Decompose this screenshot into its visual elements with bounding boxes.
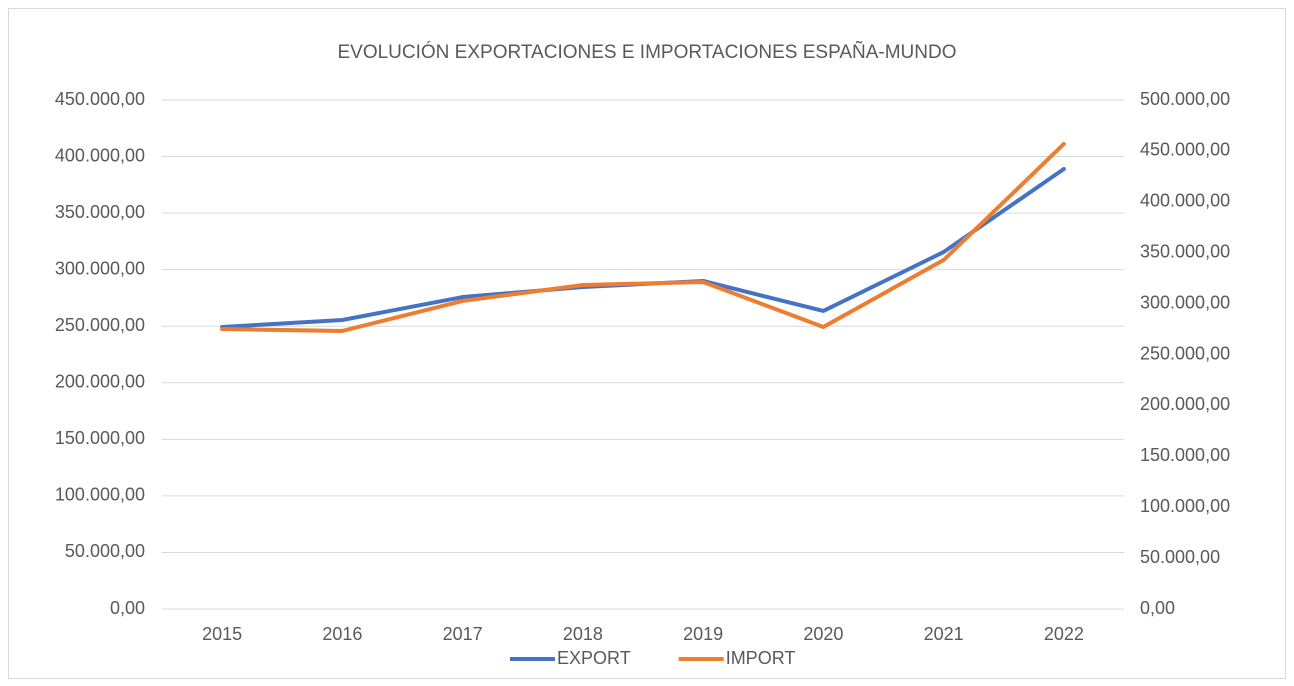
y-tick-label: 100.000,00 [55, 485, 145, 505]
x-tick-label: 2018 [563, 624, 603, 644]
y-tick-label: 300.000,00 [55, 258, 145, 278]
legend-label: EXPORT [557, 648, 631, 668]
y2-tick-label: 500.000,00 [1140, 89, 1230, 109]
x-tick-label: 2017 [443, 624, 483, 644]
y2-tick-label: 200.000,00 [1140, 394, 1230, 414]
chart-title: EVOLUCIÓN EXPORTACIONES E IMPORTACIONES … [337, 41, 956, 63]
chart-border [8, 8, 1286, 679]
legend-label: IMPORT [726, 648, 796, 668]
y2-tick-label: 250.000,00 [1140, 343, 1230, 363]
y2-tick-label: 0,00 [1140, 598, 1175, 618]
y-tick-label: 450.000,00 [55, 89, 145, 109]
y-tick-label: 0,00 [110, 598, 145, 618]
x-tick-label: 2022 [1044, 624, 1084, 644]
x-tick-label: 2019 [683, 624, 723, 644]
y-tick-label: 250.000,00 [55, 315, 145, 335]
y2-tick-label: 150.000,00 [1140, 445, 1230, 465]
y-tick-label: 400.000,00 [55, 145, 145, 165]
y2-tick-label: 300.000,00 [1140, 292, 1230, 312]
y2-tick-label: 400.000,00 [1140, 191, 1230, 211]
x-tick-label: 2015 [202, 624, 242, 644]
y2-tick-label: 100.000,00 [1140, 496, 1230, 516]
y-tick-label: 50.000,00 [65, 541, 145, 561]
x-tick-label: 2016 [322, 624, 362, 644]
y2-tick-label: 50.000,00 [1140, 547, 1220, 567]
y-tick-label: 350.000,00 [55, 202, 145, 222]
x-tick-label: 2020 [803, 624, 843, 644]
series-line [220, 141, 1066, 333]
y-tick-label: 200.000,00 [55, 372, 145, 392]
x-tick-label: 2021 [924, 624, 964, 644]
y-tick-label: 150.000,00 [55, 428, 145, 448]
y2-tick-label: 350.000,00 [1140, 241, 1230, 261]
y2-tick-label: 450.000,00 [1140, 140, 1230, 160]
